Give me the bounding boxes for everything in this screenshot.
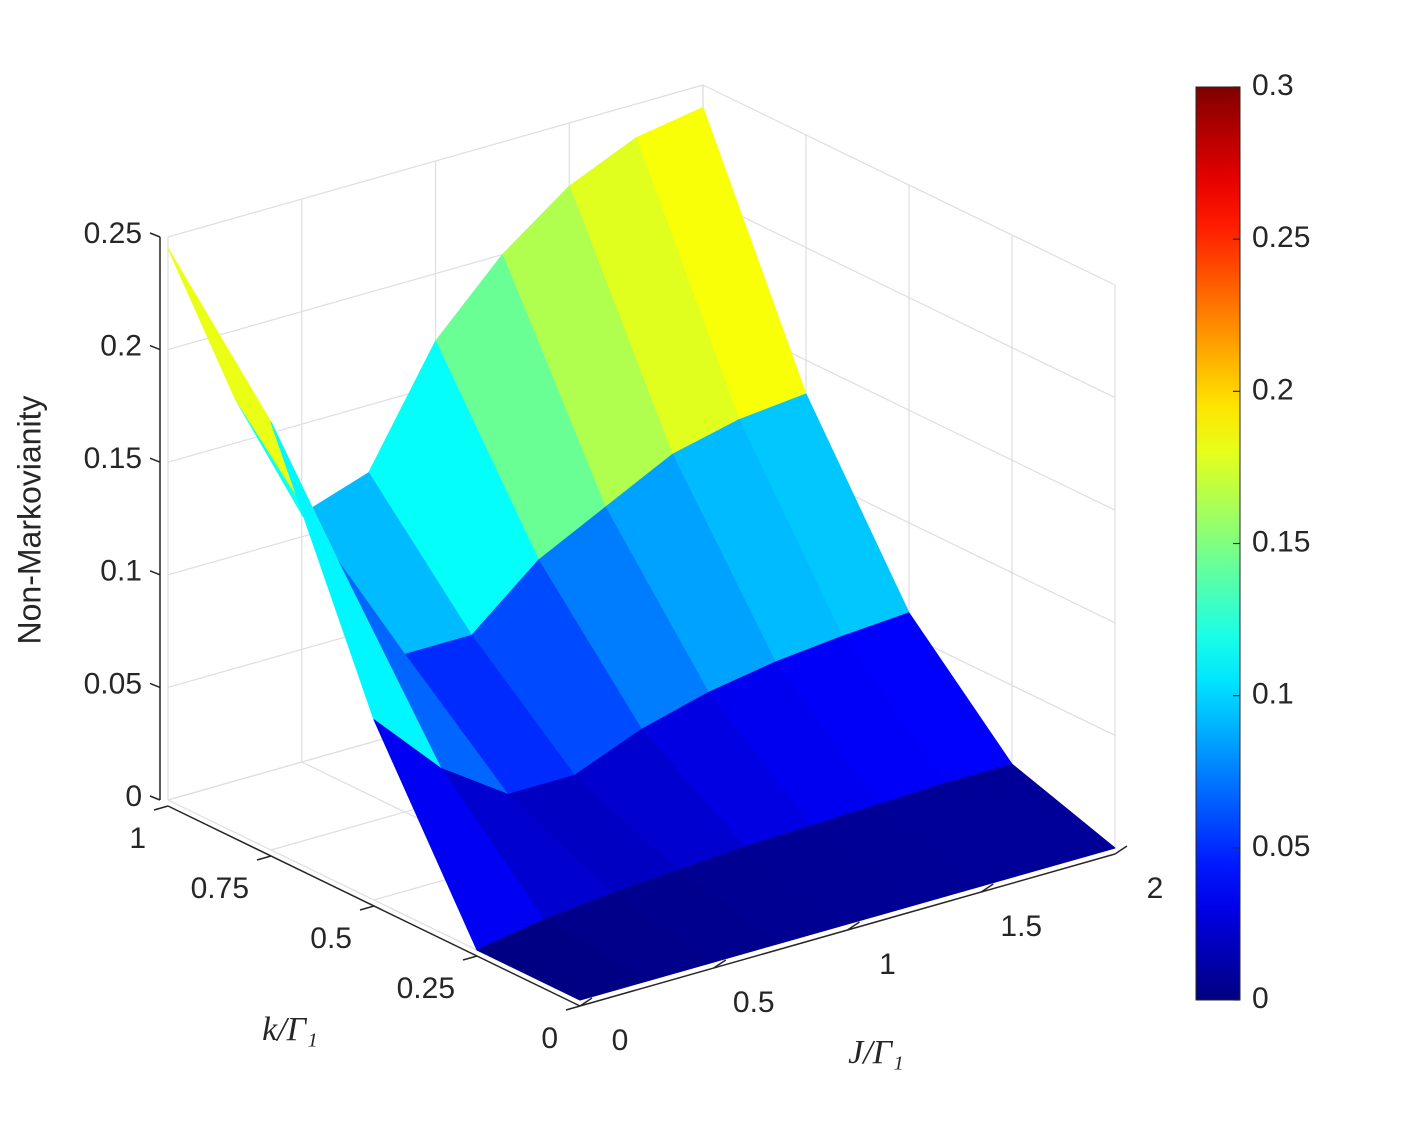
y-tick	[565, 1005, 581, 1011]
y-tick-label: 0.25	[397, 972, 455, 1005]
x-tick	[579, 997, 593, 1007]
surface-patch	[476, 919, 648, 1001]
z-tick-label: 0.1	[100, 555, 142, 588]
z-tick-label: 0	[125, 780, 142, 813]
z-tick-label: 0.2	[100, 330, 142, 363]
y-tick	[256, 855, 272, 861]
grid-line	[702, 84, 1116, 286]
y-tick	[359, 905, 375, 911]
x-tick	[713, 959, 727, 969]
colorbar-tick-label: 0	[1252, 982, 1269, 1015]
colorbar-scale	[1195, 86, 1241, 1001]
colorbar-tick-label: 0.3	[1252, 69, 1294, 102]
colorbar: 0 0.05 0.1 0.15 0.2 0.25 0.3	[1195, 69, 1310, 1015]
x-tick-label: 2	[1147, 872, 1164, 905]
x-tick	[1114, 845, 1128, 855]
x-tick-label: 1	[879, 948, 896, 981]
z-tick	[149, 570, 161, 576]
x-axis-label: J/Γ₁	[848, 1034, 904, 1071]
y-axis-label: k/Γ₁	[262, 1011, 318, 1048]
x-tick-label: 1.5	[1000, 910, 1042, 943]
colorbar-tick-label: 0.2	[1252, 373, 1294, 406]
surface	[167, 107, 1116, 1001]
z-tick	[149, 457, 161, 463]
y-tick-label: 0	[541, 1022, 558, 1055]
grid-line	[702, 197, 1116, 399]
colorbar-tick-label: 0.15	[1252, 525, 1310, 558]
x-tick-label: 0	[612, 1024, 629, 1057]
z-tick-label: 0.25	[84, 217, 142, 250]
y-tick-label: 1	[129, 822, 146, 855]
z-tick-label: 0.15	[84, 442, 142, 475]
x-tick	[847, 921, 860, 931]
colorbar-tick-label: 0.25	[1252, 221, 1310, 254]
colorbar-tick-label: 0.05	[1252, 830, 1310, 863]
z-tick	[149, 232, 161, 238]
x-tick-label: 0.5	[733, 986, 775, 1019]
y-tick	[153, 805, 169, 811]
z-axis-label: Non-Markovianity	[11, 396, 47, 645]
z-tick	[149, 344, 161, 351]
x-tick	[980, 883, 994, 893]
grid-line	[167, 84, 704, 238]
y-tick-label: 0.75	[191, 872, 249, 905]
y-tick-label: 0.5	[310, 922, 352, 955]
axes: 0 0.5 1 1.5 2 0 0.25 0.5 0.75 1 0 0.05 0.1 0.15 0.2 0.2…	[84, 217, 1164, 1057]
y-tick	[462, 955, 478, 961]
colorbar-tick-label: 0.1	[1252, 678, 1294, 711]
z-tick	[149, 682, 161, 689]
z-tick-label: 0.05	[84, 667, 142, 700]
z-tick	[149, 795, 161, 801]
